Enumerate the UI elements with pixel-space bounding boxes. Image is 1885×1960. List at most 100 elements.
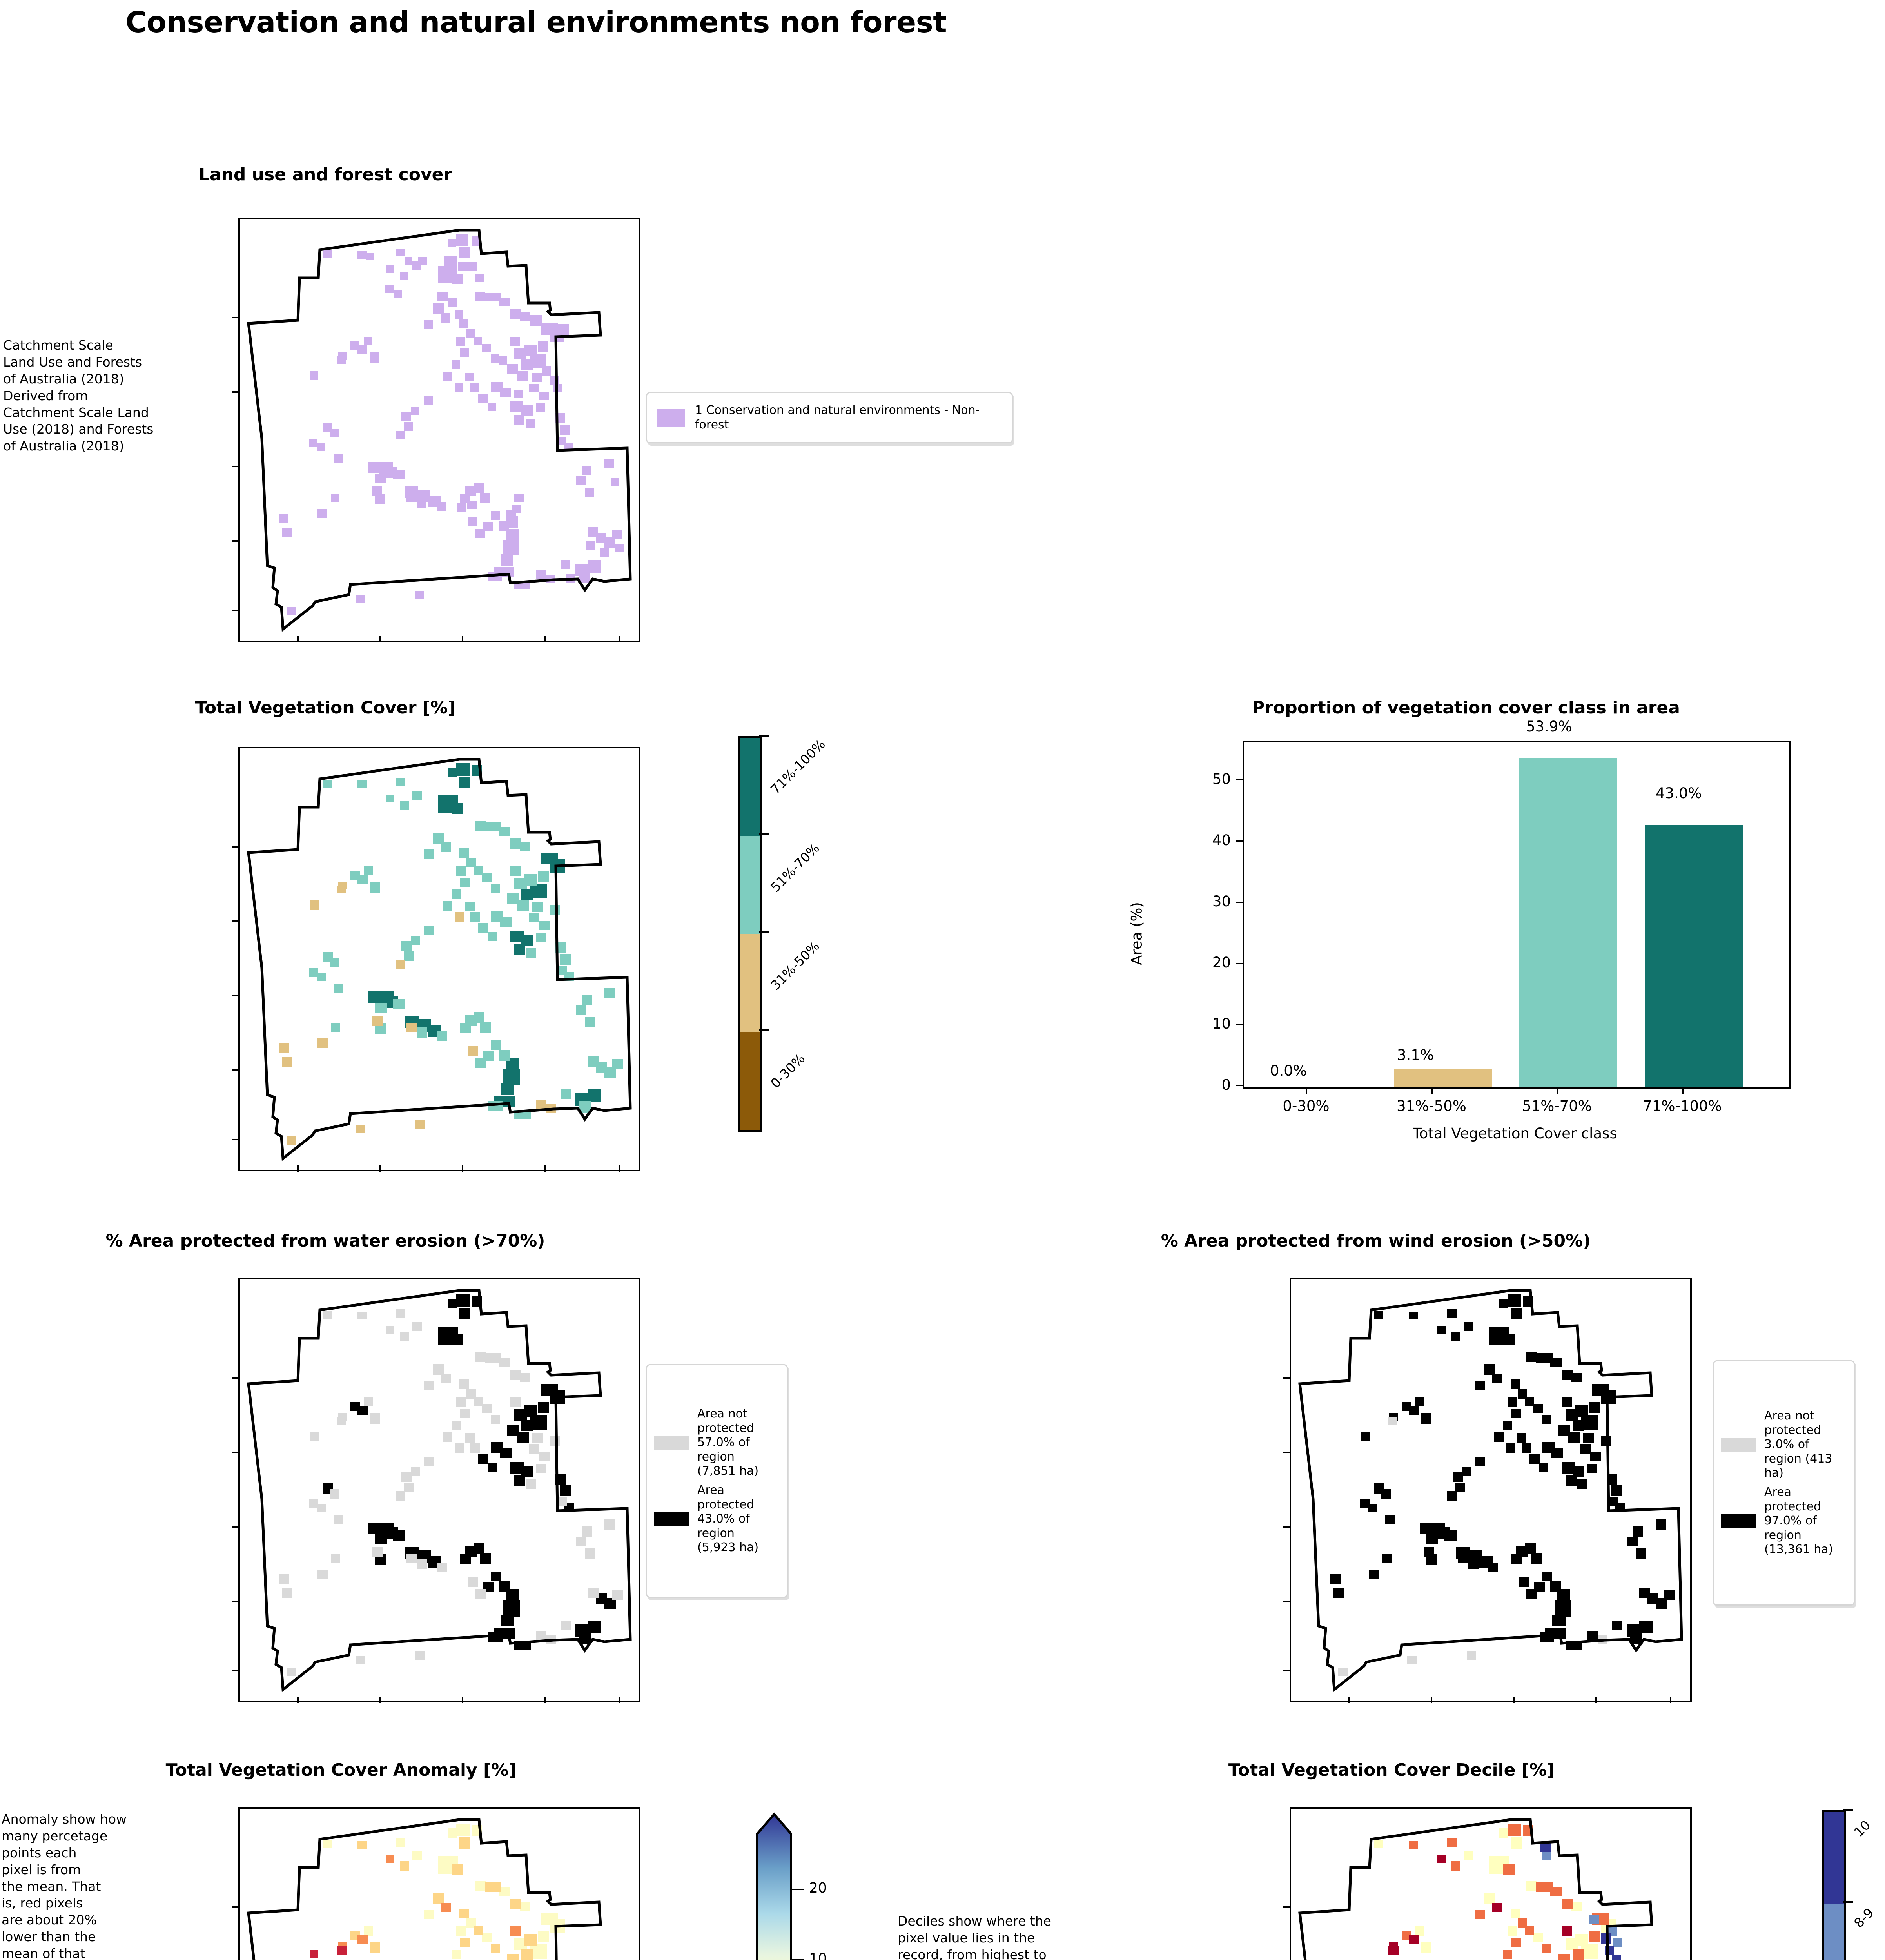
ytick-mark-20 — [1236, 963, 1243, 964]
anomaly-cbar-label-10: 10 — [809, 1951, 827, 1960]
legend-swatch-protected-wind — [1721, 1514, 1756, 1528]
bar-31-50[interactable] — [1394, 1068, 1492, 1087]
anomaly-panel-title: Total Vegetation Cover Anomaly [%] — [165, 1760, 517, 1780]
cbar-seg-decile-8-9 — [1824, 1904, 1844, 1960]
bar-value-0-30: 0.0% — [1270, 1062, 1307, 1079]
ytick-mark-0 — [1236, 1085, 1243, 1086]
water-erosion-pixels — [279, 1294, 623, 1676]
cbar-seg-decile-10 — [1824, 1812, 1844, 1904]
decile-cbar-label-8-9: 8-9 — [1851, 1905, 1877, 1931]
landuse-pixels — [279, 234, 624, 615]
decile-cbar-tick-10 — [1843, 1809, 1853, 1811]
water-erosion-panel-title: % Area protected from water erosion (>70… — [105, 1231, 545, 1251]
anomaly-cbar-tick-10 — [792, 1959, 804, 1960]
landuse-source-note: Catchment Scale Land Use and Forests of … — [3, 338, 154, 454]
decile-pixels — [1374, 1824, 1622, 1960]
region-boundary — [247, 229, 632, 632]
anomaly-map-svg — [247, 1818, 602, 1960]
region-boundary — [247, 1818, 602, 1960]
bar-chart-y-axis-label: Area (%) — [1128, 902, 1145, 965]
legend-swatch-protected-water — [654, 1512, 689, 1526]
water-erosion-map[interactable] — [238, 1278, 640, 1702]
vegcover-cbar-tick-2 — [759, 931, 769, 933]
vegcover-cbar-tick-1 — [759, 833, 769, 835]
cbar-seg-0-30 — [740, 1032, 760, 1130]
wind-erosion-map-svg — [1298, 1289, 1683, 1692]
bar-value-31-50: 3.1% — [1397, 1047, 1434, 1063]
bar-chart-x-axis-label: Total Vegetation Cover class — [1413, 1125, 1617, 1142]
ytick-label-30: 30 — [1212, 893, 1231, 910]
landuse-map-svg — [247, 229, 632, 632]
water-erosion-protected-label: Area protected 43.0% of region (5,923 ha… — [697, 1483, 759, 1555]
region-boundary — [1298, 1818, 1653, 1960]
landuse-panel-title: Land use and forest cover — [198, 165, 452, 185]
xtick-label-0-30: 0-30% — [1283, 1098, 1330, 1114]
xtick-label-71-100: 71%-100% — [1643, 1098, 1722, 1114]
decile-note: Deciles show where the pixel value lies … — [898, 1913, 1051, 1960]
ytick-label-10: 10 — [1212, 1015, 1231, 1032]
anomaly-cbar-body — [756, 1812, 792, 1960]
legend-swatch-not-protected-water — [654, 1436, 689, 1450]
vegcover-colorbar[interactable] — [738, 736, 762, 1132]
bar-51-70[interactable] — [1519, 758, 1618, 1087]
vegcover-panel-title: Total Vegetation Cover [%] — [195, 698, 456, 718]
decile-cbar-tick-8-9 — [1843, 1901, 1853, 1903]
wind-erosion-panel-title: % Area protected from wind erosion (>50%… — [1161, 1231, 1591, 1251]
wind-erosion-legend[interactable]: Area not protected 3.0% of region (413 h… — [1713, 1360, 1855, 1606]
bar-71-100[interactable] — [1644, 825, 1743, 1087]
ytick-mark-30 — [1236, 902, 1243, 903]
legend-swatch-not-protected-wind — [1721, 1438, 1756, 1452]
cbar-seg-31-50 — [740, 934, 760, 1032]
proportion-bar-chart[interactable]: Proportion of vegetation cover class in … — [1113, 698, 1819, 1192]
anomaly-map[interactable] — [238, 1807, 640, 1960]
bar-chart-plot-area — [1243, 741, 1791, 1089]
bar-value-71-100: 43.0% — [1656, 785, 1702, 802]
vegcover-cbar-tick-3 — [759, 1029, 769, 1031]
legend-swatch-conservation — [657, 408, 685, 427]
vegcover-map[interactable] — [238, 747, 640, 1171]
ytick-label-50: 50 — [1212, 771, 1231, 788]
region-boundary — [247, 1289, 632, 1692]
bar-value-51-70: 53.9% — [1526, 718, 1572, 735]
decile-colorbar[interactable] — [1822, 1810, 1846, 1960]
ytick-mark-50 — [1236, 779, 1243, 780]
wind-erosion-map[interactable] — [1290, 1278, 1692, 1702]
cbar-seg-71-100 — [740, 738, 760, 836]
anomaly-colorbar[interactable] — [753, 1810, 796, 1960]
ytick-label-0: 0 — [1221, 1076, 1231, 1093]
xtick-label-31-50: 31%-50% — [1397, 1098, 1466, 1114]
vegcover-map-svg — [247, 758, 632, 1161]
ytick-mark-10 — [1236, 1024, 1243, 1025]
region-boundary — [1298, 1289, 1683, 1692]
xtick-mark-2 — [1557, 1087, 1558, 1094]
decile-map-svg — [1298, 1818, 1653, 1960]
ytick-mark-40 — [1236, 840, 1243, 842]
wind-erosion-protected-label: Area protected 97.0% of region (13,361 h… — [1764, 1485, 1833, 1557]
bar-chart-title: Proportion of vegetation cover class in … — [1252, 698, 1680, 718]
wind-erosion-pixels — [1330, 1294, 1675, 1676]
vegcover-cbar-tick-0 — [759, 735, 769, 737]
xtick-label-51-70: 51%-70% — [1522, 1098, 1592, 1114]
landuse-legend[interactable]: 1 Conservation and natural environments … — [646, 392, 1013, 443]
cbar-seg-51-70 — [740, 836, 760, 934]
landuse-legend-label: 1 Conservation and natural environments … — [695, 403, 980, 432]
anomaly-cbar-tick-20 — [792, 1889, 804, 1890]
anomaly-cbar-label-20: 20 — [809, 1880, 827, 1896]
anomaly-note: Anomaly show how many percetage points e… — [2, 1811, 127, 1960]
xtick-mark-1 — [1431, 1087, 1433, 1094]
water-erosion-map-svg — [247, 1289, 632, 1692]
decile-map[interactable] — [1290, 1807, 1692, 1960]
vegcover-cbar-label-0-30: 0-30% — [767, 1051, 808, 1091]
region-boundary — [247, 758, 632, 1161]
vegcover-cbar-label-71-100: 71%-100% — [767, 736, 828, 797]
page-title: Conservation and natural environments no… — [125, 5, 947, 39]
vegcover-cbar-label-31-50: 31%-50% — [767, 938, 822, 993]
ytick-label-40: 40 — [1212, 832, 1231, 849]
water-erosion-legend[interactable]: Area not protected 57.0% of region (7,85… — [646, 1364, 788, 1598]
xtick-mark-3 — [1682, 1087, 1684, 1094]
wind-erosion-not-protected-label: Area not protected 3.0% of region (413 h… — [1764, 1409, 1832, 1480]
anomaly-pixels — [310, 1824, 565, 1960]
xtick-mark-0 — [1306, 1087, 1307, 1094]
landuse-map[interactable] — [238, 218, 640, 642]
vegcover-pixels — [279, 763, 623, 1145]
